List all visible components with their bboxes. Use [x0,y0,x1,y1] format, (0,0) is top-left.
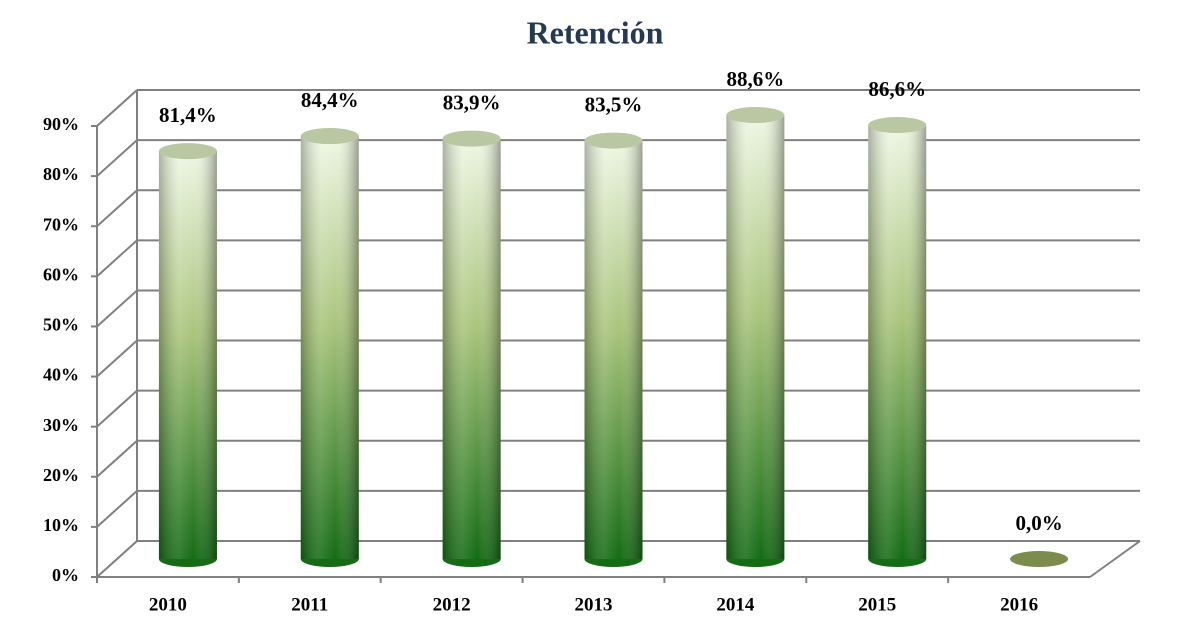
x-tick-label: 2015 [858,594,896,615]
grid-line [96,540,138,578]
bar-top [868,117,927,134]
bar-shade [868,125,927,559]
grid-line [96,490,138,528]
value-label: 0,0% [1015,511,1062,535]
grid-line [96,189,138,227]
y-tick-label: 30% [43,415,79,435]
bar-shade [442,138,501,559]
bar-top [726,107,785,124]
value-label: 83,5% [585,92,643,116]
grid-line [96,89,138,127]
y-tick-label: 60% [43,264,79,284]
grid-line [96,389,138,428]
value-label: 84,4% [301,88,359,112]
chart-title: Retención [527,14,664,50]
y-tick-label: 10% [43,515,79,535]
x-tick-label: 2016 [1000,594,1038,615]
bar-shade [584,140,643,560]
x-tick-label: 2014 [716,594,755,615]
y-tick-label: 70% [43,214,79,234]
x-tick-label: 2013 [575,594,613,615]
bar-shade [726,115,785,559]
value-label: 86,6% [868,77,926,101]
bar-top [584,132,643,149]
grid-line [96,440,138,478]
x-tick-label: 2011 [291,594,328,615]
y-tick-label: 80% [43,164,79,184]
y-tick-label: 50% [43,315,79,335]
value-label: 81,4% [159,103,217,127]
y-tick-label: 20% [43,465,79,485]
y-tick-label: 40% [43,365,79,385]
grid-line [96,339,138,378]
y-tick-label: 0% [52,565,79,585]
bar-top [158,143,217,160]
bar-shade [158,151,217,559]
value-label: 83,9% [443,90,501,114]
grid-line [96,239,138,278]
axis-line [1089,540,1141,578]
y-tick-label: 90% [43,114,79,134]
grid-line [96,289,138,328]
grid-line [96,139,138,177]
bar [1010,551,1069,567]
bar-shade [300,136,359,559]
bar-top [300,128,359,145]
x-tick-label: 2010 [149,594,187,615]
value-label: 88,6% [726,67,784,91]
x-tick-label: 2012 [433,594,471,615]
bar-top [442,130,501,147]
